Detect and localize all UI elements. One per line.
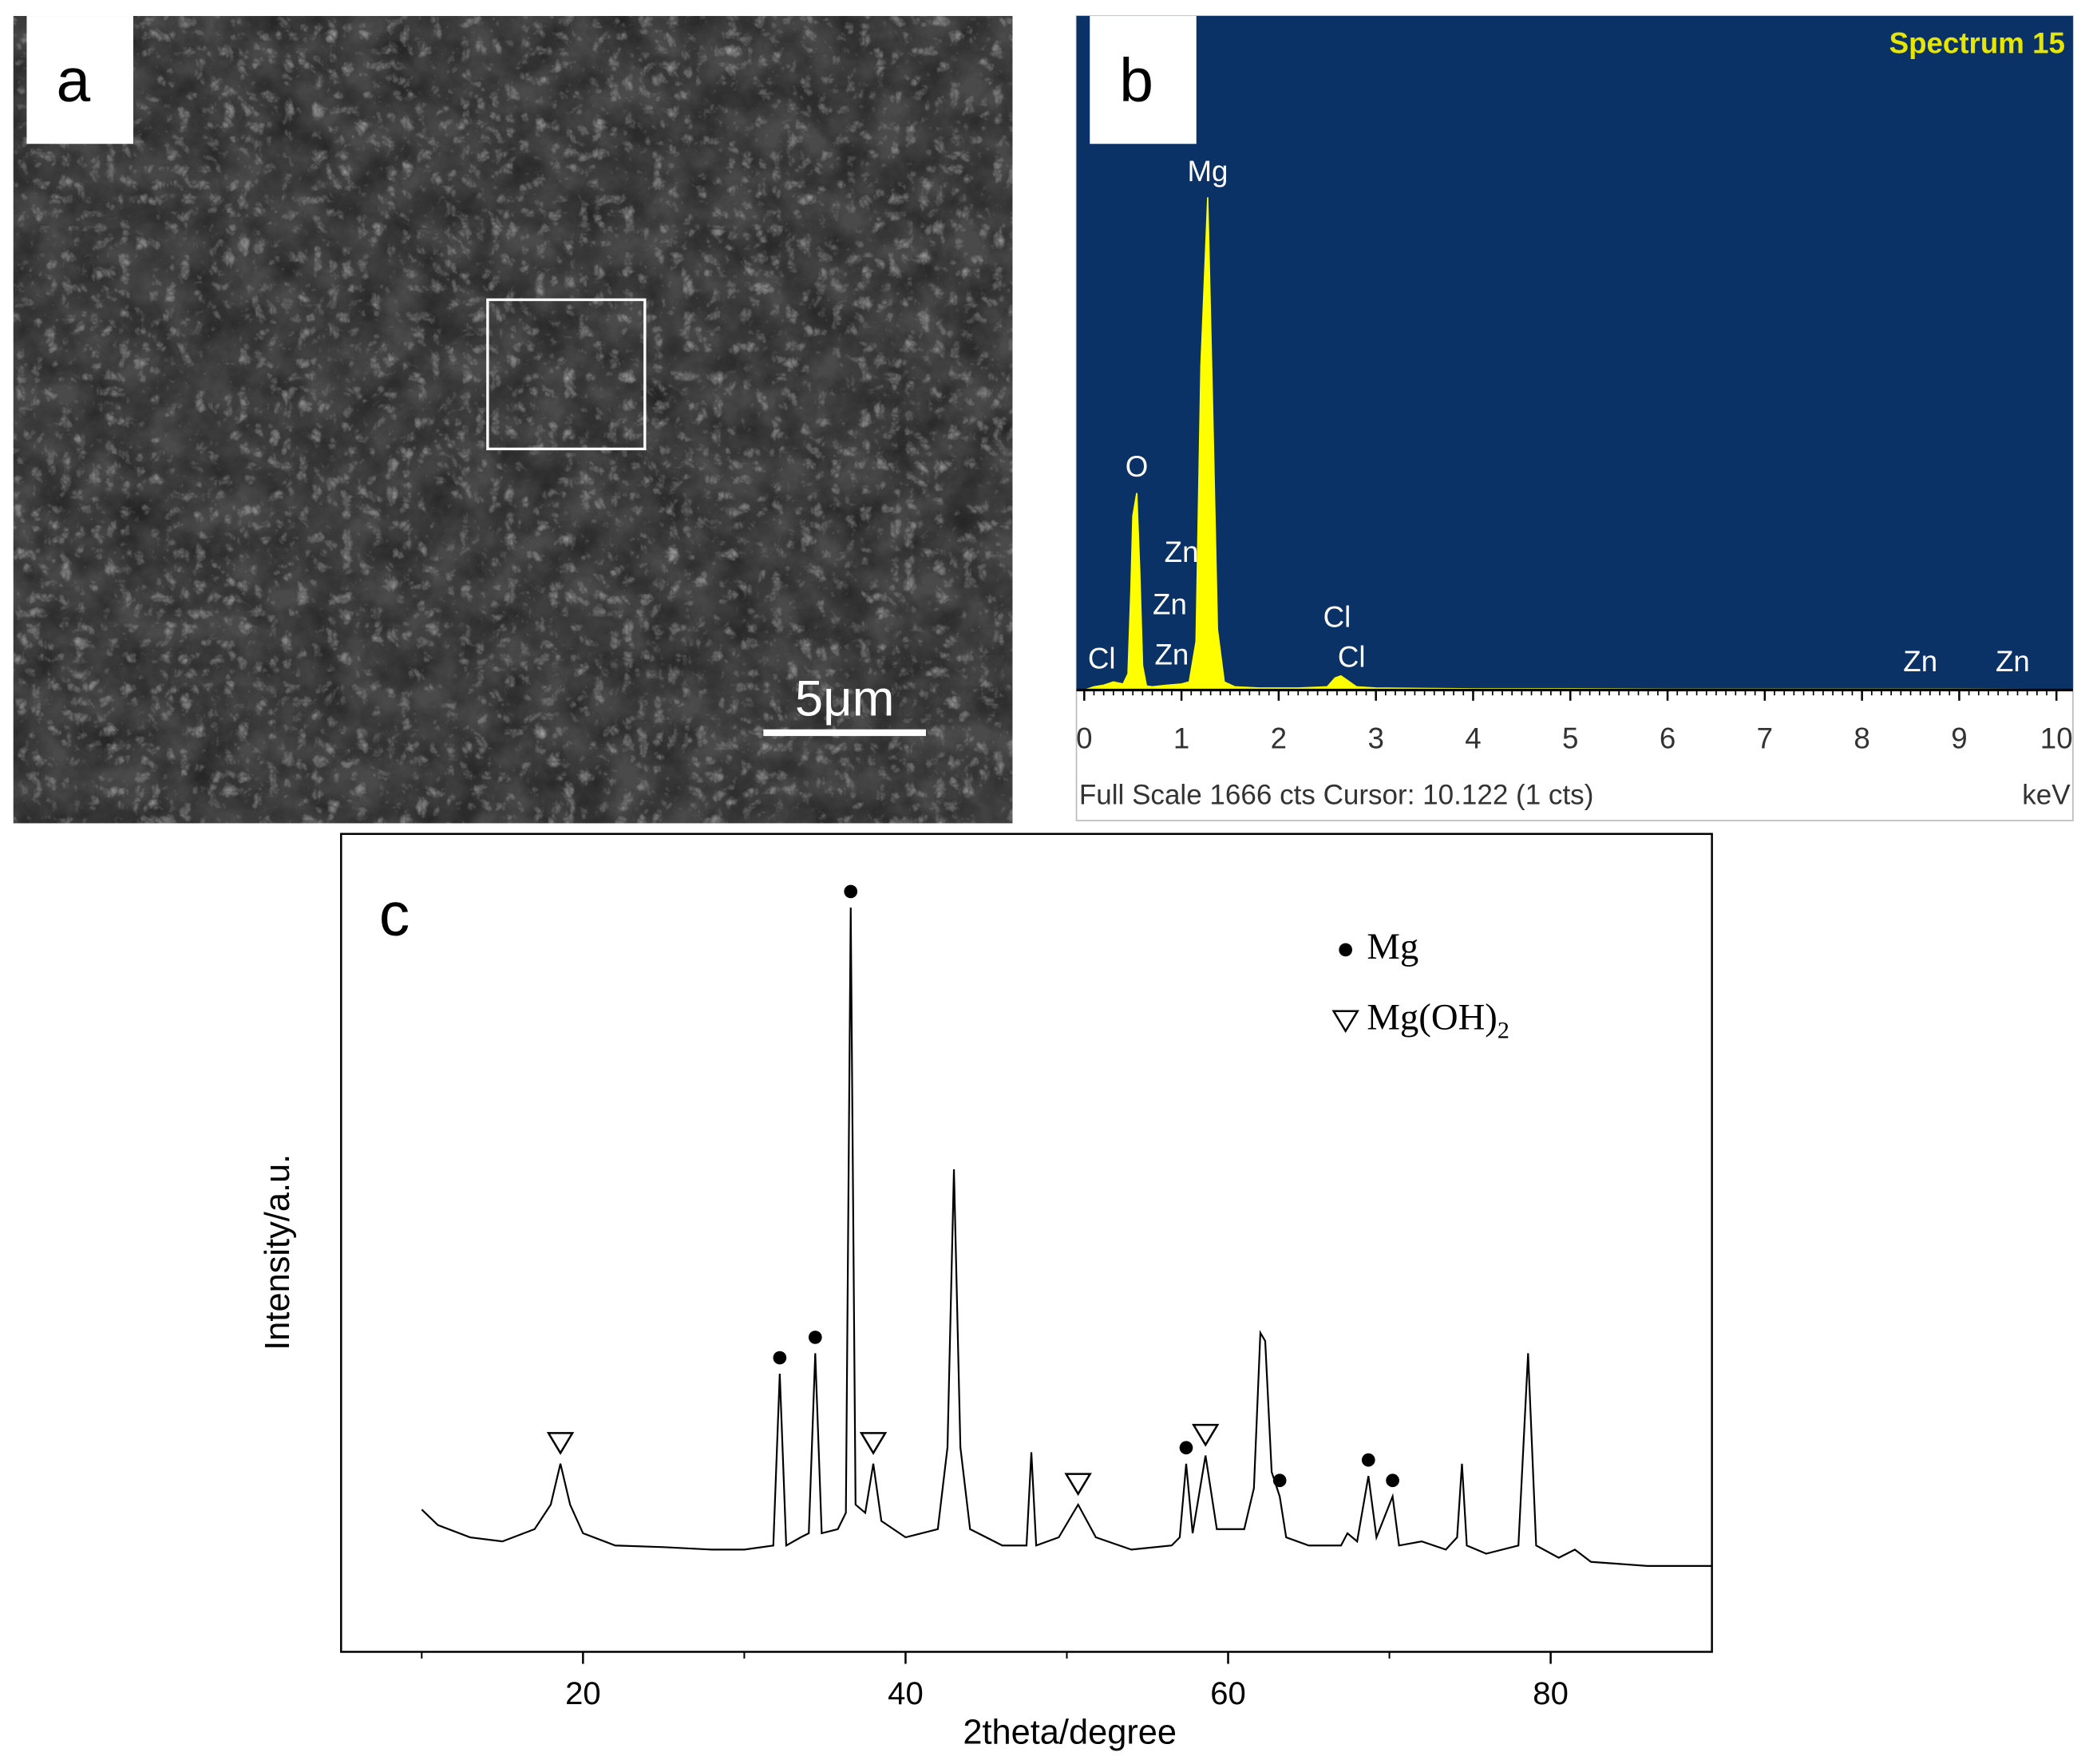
peak-label: Zn (1996, 645, 2030, 678)
phase-marker (1386, 1473, 1399, 1488)
legend-symbol (1331, 1010, 1359, 1034)
phase-marker (844, 884, 858, 899)
peak-label: O (1126, 450, 1149, 483)
phase-marker (1272, 1473, 1287, 1488)
panel-label: c (379, 881, 409, 949)
chart-title: Spectrum 15 (1889, 26, 2065, 59)
x-tick-label: 6 (1660, 722, 1676, 755)
peak-label: Zn (1903, 645, 1937, 678)
phase-marker (773, 1351, 787, 1365)
peak-label: Zn (1165, 536, 1199, 568)
x-tick-label: 3 (1367, 722, 1383, 755)
panel-label: b (1119, 47, 1153, 115)
plot-background (1076, 16, 2073, 690)
phase-marker (1192, 1423, 1220, 1447)
phase-marker (808, 1331, 822, 1344)
legend-symbol (1339, 943, 1353, 957)
legend-label: Mg(OH)2 (1367, 996, 1509, 1043)
phase-marker (1179, 1441, 1193, 1455)
panel-a: a 5μm (13, 16, 1013, 824)
phase-marker (1361, 1453, 1375, 1467)
phase-marker (1064, 1473, 1092, 1497)
xrd-line (421, 907, 1712, 1567)
x-tick-label: 40 (888, 1676, 924, 1711)
x-tick-label: 1 (1173, 722, 1189, 755)
peak-label: Cl (1323, 601, 1351, 634)
x-tick-label: 2 (1271, 722, 1287, 755)
peak-label: Cl (1088, 643, 1116, 675)
phase-marker (546, 1432, 575, 1455)
peak-label: Zn (1154, 639, 1189, 671)
x-tick-label: 80 (1533, 1676, 1569, 1711)
x-tick-label: 7 (1757, 722, 1773, 755)
legend-text: Mg(OH) (1367, 996, 1498, 1038)
sem-particles (13, 16, 1013, 824)
peak-label: Mg (1187, 155, 1228, 188)
x-tick-label: 10 (2040, 722, 2073, 755)
y-axis-label: Intensity/a.u. (259, 1154, 297, 1351)
legend-text: Mg (1367, 926, 1418, 967)
x-axis-label: 2theta/degree (963, 1713, 1177, 1751)
x-tick-label: 9 (1951, 722, 1967, 755)
panel-label: a (56, 47, 90, 115)
peak-label: Cl (1338, 641, 1366, 674)
peak-label: Zn (1153, 587, 1187, 620)
legend-subscript: 2 (1498, 1017, 1509, 1043)
x-tick-label: 4 (1465, 722, 1481, 755)
footer: Full Scale 1666 cts Cursor: 10.122 (1 ct… (1079, 779, 1593, 810)
scale-bar-label: 5μm (795, 670, 895, 726)
x-tick-label: 20 (565, 1676, 601, 1711)
region-box (486, 298, 647, 451)
x-axis-label: keV (2022, 779, 2071, 810)
legend-label: Mg (1367, 926, 1418, 967)
panel-c-frame (340, 833, 1713, 1653)
label-box (26, 16, 133, 144)
x-tick-label: 8 (1854, 722, 1869, 755)
label-box (1090, 16, 1197, 144)
x-tick-label: 60 (1210, 1676, 1246, 1711)
phase-marker (859, 1432, 888, 1455)
x-tick-label: 0 (1076, 722, 1092, 755)
x-tick-label: 5 (1562, 722, 1578, 755)
